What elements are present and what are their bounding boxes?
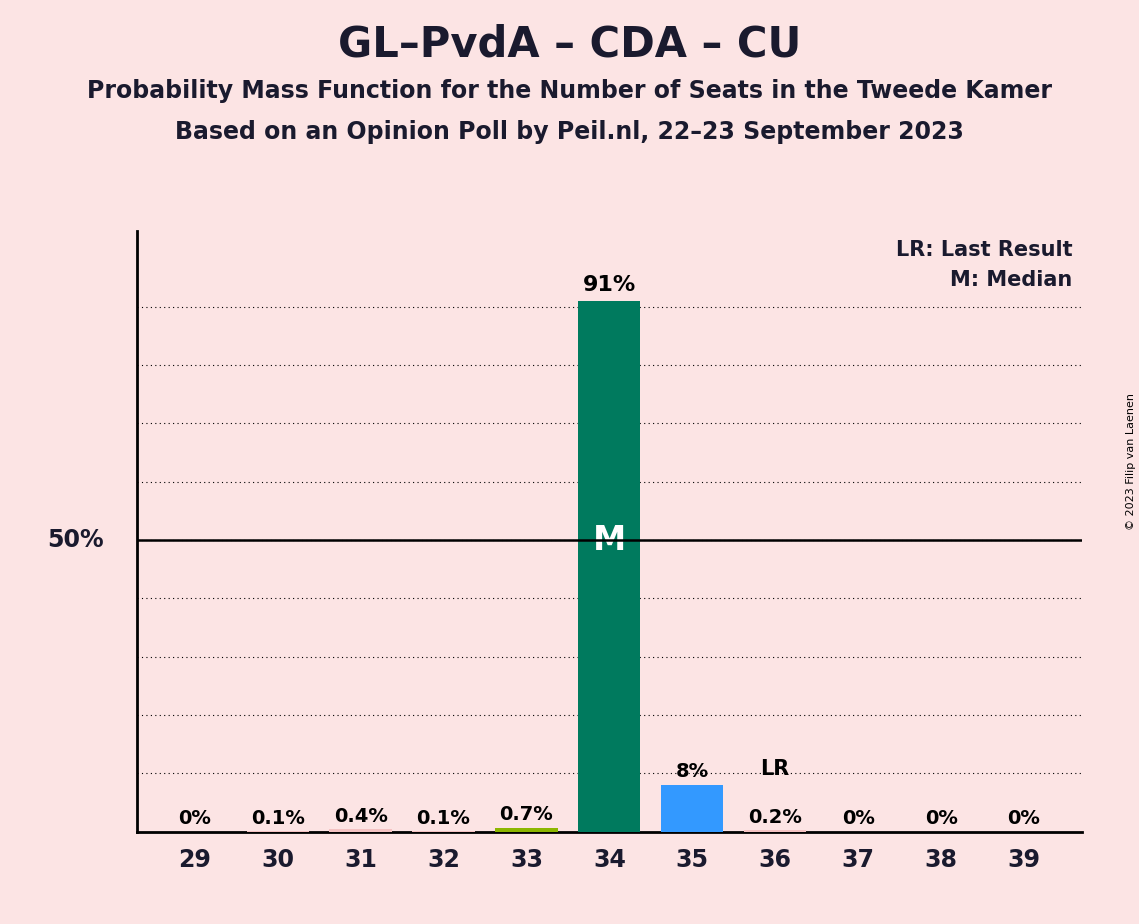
Text: GL–PvdA – CDA – CU: GL–PvdA – CDA – CU: [338, 23, 801, 65]
Text: LR: LR: [761, 760, 789, 779]
Text: Based on an Opinion Poll by Peil.nl, 22–23 September 2023: Based on an Opinion Poll by Peil.nl, 22–…: [175, 120, 964, 144]
Text: 91%: 91%: [583, 275, 636, 295]
Text: 0%: 0%: [179, 809, 211, 828]
Bar: [579, 301, 640, 832]
Bar: [744, 831, 806, 832]
Text: 0.4%: 0.4%: [334, 807, 387, 826]
Text: 8%: 8%: [675, 762, 708, 782]
Text: 0%: 0%: [1008, 809, 1040, 828]
Text: M: M: [592, 524, 626, 556]
Text: M: Median: M: Median: [950, 270, 1073, 290]
Text: 0.1%: 0.1%: [417, 808, 470, 828]
Bar: [329, 829, 392, 832]
Text: 0%: 0%: [925, 809, 958, 828]
Text: 0.1%: 0.1%: [251, 808, 304, 828]
Text: © 2023 Filip van Laenen: © 2023 Filip van Laenen: [1126, 394, 1136, 530]
Text: 0.2%: 0.2%: [748, 808, 802, 827]
Bar: [495, 828, 557, 832]
Text: 50%: 50%: [47, 528, 104, 552]
Text: 0.7%: 0.7%: [500, 805, 554, 824]
Text: 0%: 0%: [842, 809, 875, 828]
Text: LR: Last Result: LR: Last Result: [896, 240, 1073, 260]
Bar: [662, 785, 723, 832]
Text: Probability Mass Function for the Number of Seats in the Tweede Kamer: Probability Mass Function for the Number…: [87, 79, 1052, 103]
